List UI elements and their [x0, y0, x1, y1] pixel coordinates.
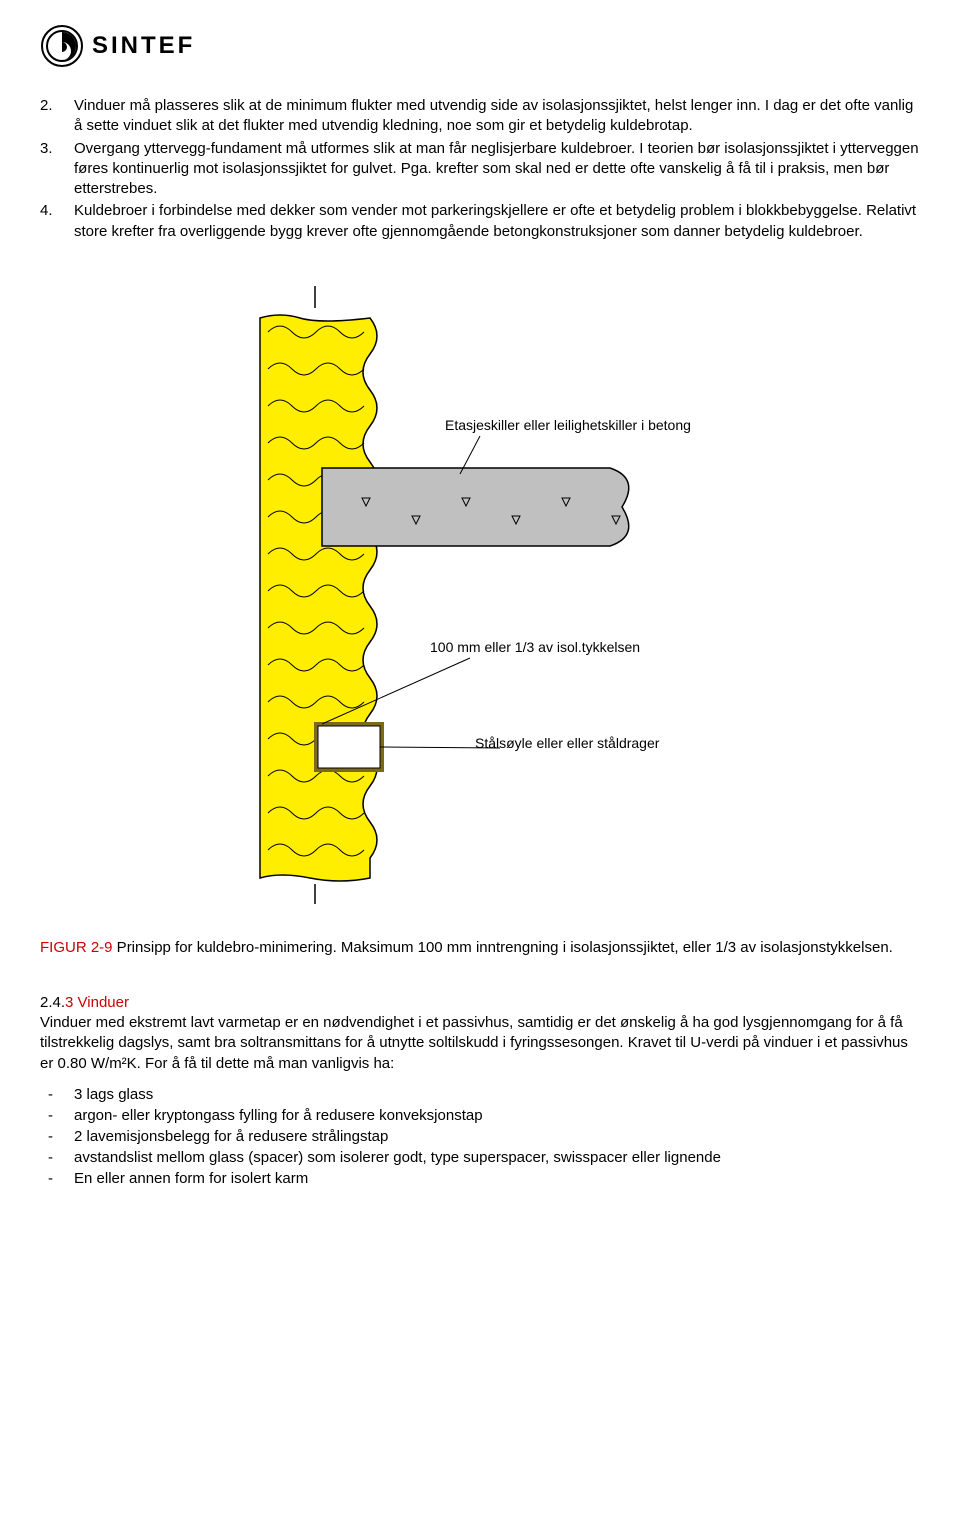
bullet-item: argon- eller kryptongass fylling for å r…	[74, 1105, 920, 1126]
logo-mark-icon	[40, 24, 84, 68]
brand-name: SINTEF	[92, 32, 195, 60]
svg-text:100 mm eller 1/3 av isol.tykke: 100 mm eller 1/3 av isol.tykkelsen	[430, 639, 640, 655]
figure-2-9: Etasjeskiller eller leilighetskiller i b…	[40, 278, 920, 908]
list-item: 3. Overgang yttervegg-fundament må utfor…	[40, 139, 920, 200]
bullet-item: 3 lags glass	[74, 1084, 920, 1105]
bullet-item: avstandslist mellom glass (spacer) som i…	[74, 1147, 920, 1168]
section-heading: 2.4.3 Vinduer	[40, 994, 920, 1011]
figure-caption: FIGUR 2-9 Prinsipp for kuldebro-minimeri…	[40, 938, 920, 958]
bullet-item: 2 lavemisjonsbelegg for å redusere strål…	[74, 1126, 920, 1147]
numbered-list: 2. Vinduer må plasseres slik at de minim…	[40, 96, 920, 242]
list-number: 4.	[40, 201, 74, 242]
diagram-svg: Etasjeskiller eller leilighetskiller i b…	[220, 278, 740, 908]
list-item: 4. Kuldebroer i forbindelse med dekker s…	[40, 201, 920, 242]
svg-text:Etasjeskiller eller leilighets: Etasjeskiller eller leilighetskiller i b…	[445, 417, 691, 433]
section-paragraph: Vinduer med ekstremt lavt varmetap er en…	[40, 1013, 920, 1074]
list-text: Overgang yttervegg-fundament må utformes…	[74, 139, 920, 200]
figure-caption-text: Prinsipp for kuldebro-minimering. Maksim…	[113, 939, 893, 956]
section-title: Vinduer	[73, 994, 129, 1011]
svg-text:Stålsøyle eller eller ståldrag: Stålsøyle eller eller ståldrager	[475, 735, 660, 751]
list-number: 3.	[40, 139, 74, 200]
bullet-list: 3 lags glass argon- eller kryptongass fy…	[40, 1084, 920, 1189]
list-item: 2. Vinduer må plasseres slik at de minim…	[40, 96, 920, 137]
list-text: Kuldebroer i forbindelse med dekker som …	[74, 201, 920, 242]
list-text: Vinduer må plasseres slik at de minimum …	[74, 96, 920, 137]
figure-label: FIGUR 2-9	[40, 939, 113, 956]
section-number-prefix: 2.4.	[40, 994, 65, 1011]
brand-logo: SINTEF	[40, 24, 920, 68]
list-number: 2.	[40, 96, 74, 137]
bullet-item: En eller annen form for isolert karm	[74, 1168, 920, 1189]
